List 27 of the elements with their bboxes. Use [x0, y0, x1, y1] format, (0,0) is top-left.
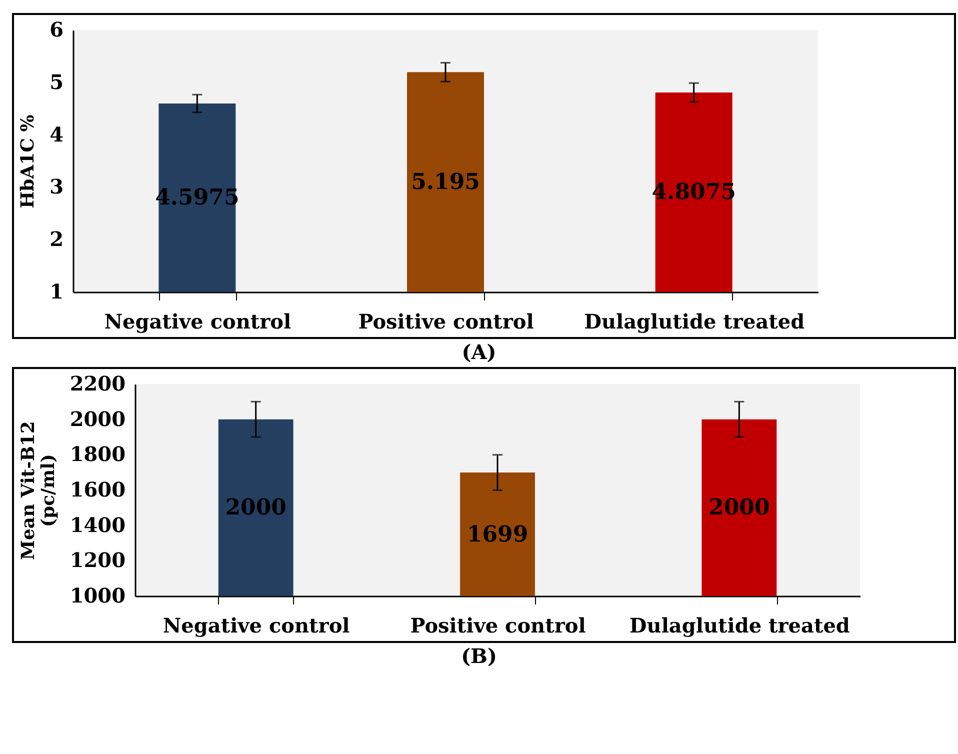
- y-tick-label: 1200: [70, 548, 126, 572]
- y-tick-label: 4: [50, 122, 64, 146]
- y-tick-label: 1: [50, 280, 64, 304]
- y-tick-label: 1600: [70, 478, 126, 502]
- y-tick-label: 6: [50, 18, 64, 42]
- y-axis-title: Mean Vit-B12 (pc/ml): [18, 421, 59, 560]
- x-tick-label: Negative control: [162, 614, 350, 638]
- y-tick-label: 1400: [70, 512, 126, 537]
- data-label: 5.195: [411, 169, 480, 196]
- text: (B): [460, 643, 498, 669]
- x-tick-label: Positive control: [410, 614, 586, 638]
- y-axis-title: HbA1C %: [18, 114, 39, 208]
- data-label: 2000: [708, 494, 770, 521]
- y-tick-label: 2: [50, 227, 64, 252]
- x-tick-label: Positive control: [358, 310, 534, 334]
- y-tick-label: 1800: [70, 442, 126, 466]
- y-tick-label: 1000: [70, 584, 126, 608]
- x-tick-label: Negative control: [104, 310, 292, 334]
- x-tick-label: Dulaglutide treated: [584, 310, 805, 334]
- y-tick-label: 2000: [70, 406, 126, 431]
- y-tick-label: 2200: [70, 372, 126, 396]
- y-tick-label: 5: [50, 70, 64, 94]
- x-tick-label: Dulaglutide treated: [629, 614, 850, 638]
- text: (A): [460, 339, 498, 365]
- data-label: 1699: [466, 521, 528, 548]
- y-tick-label: 3: [50, 174, 64, 199]
- data-label: 2000: [225, 494, 286, 521]
